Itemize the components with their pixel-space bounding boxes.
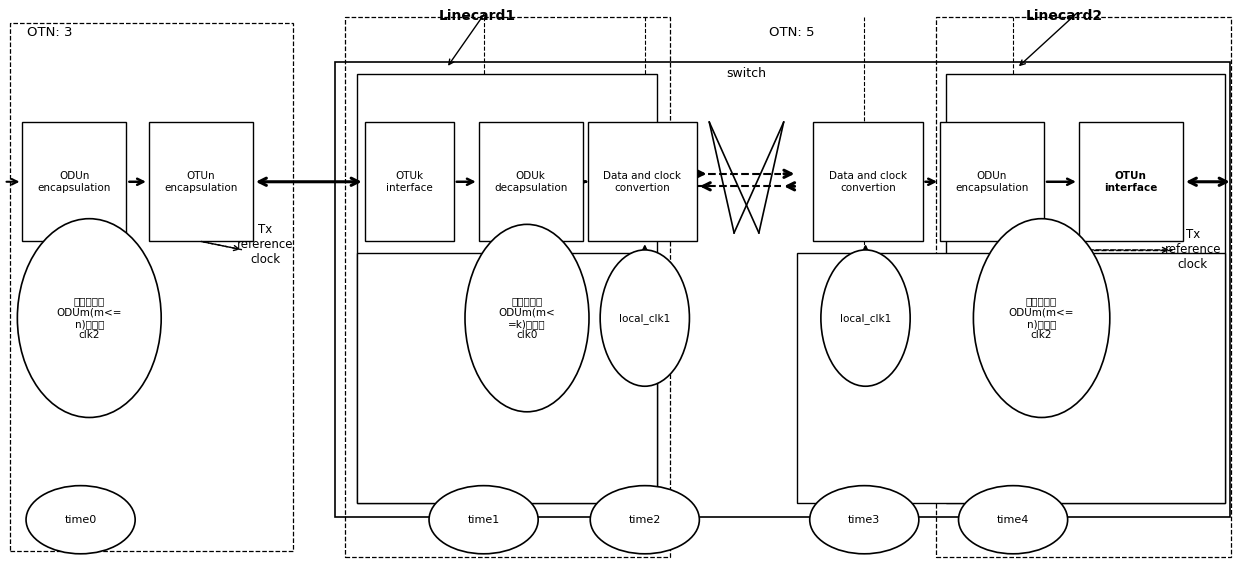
Text: 恢复出某路
ODUm(m<=
n)的时钟
clk2: 恢复出某路 ODUm(m<= n)的时钟 clk2 <box>1009 296 1074 340</box>
Text: time4: time4 <box>997 515 1029 525</box>
Polygon shape <box>149 122 253 241</box>
Text: OTUn
encapsulation: OTUn encapsulation <box>164 171 238 193</box>
Ellipse shape <box>973 219 1110 417</box>
Text: time3: time3 <box>848 515 880 525</box>
Ellipse shape <box>600 250 689 386</box>
Text: local_clk1: local_clk1 <box>839 312 892 324</box>
Polygon shape <box>365 122 454 241</box>
Text: OTN: 5: OTN: 5 <box>769 26 815 39</box>
Text: OTUk
interface: OTUk interface <box>386 171 433 193</box>
Text: ODUn
encapsulation: ODUn encapsulation <box>37 171 112 193</box>
Polygon shape <box>357 253 657 503</box>
Polygon shape <box>335 62 1230 517</box>
Text: Tx
reference
clock: Tx reference clock <box>1164 228 1221 272</box>
Text: Linecard2: Linecard2 <box>1025 9 1102 23</box>
Text: ODUn
encapsulation: ODUn encapsulation <box>955 171 1029 193</box>
Polygon shape <box>479 122 583 241</box>
Polygon shape <box>940 122 1044 241</box>
Ellipse shape <box>590 486 699 554</box>
Polygon shape <box>1079 122 1183 241</box>
Text: Tx
reference
clock: Tx reference clock <box>237 223 294 266</box>
Text: 恢复出某路
ODUm(m<=
n)的时钟
clk2: 恢复出某路 ODUm(m<= n)的时钟 clk2 <box>57 296 122 340</box>
Polygon shape <box>588 122 697 241</box>
Text: Data and clock
convertion: Data and clock convertion <box>830 171 906 193</box>
Ellipse shape <box>429 486 538 554</box>
Ellipse shape <box>17 219 161 417</box>
Text: 恢复出某路
ODUm(m<
=k)的时钟
clk0: 恢复出某路 ODUm(m< =k)的时钟 clk0 <box>498 296 556 340</box>
Ellipse shape <box>959 486 1068 554</box>
Text: time1: time1 <box>467 515 500 525</box>
Polygon shape <box>357 74 657 503</box>
Polygon shape <box>813 122 923 241</box>
Text: OTUn
interface: OTUn interface <box>1104 171 1158 193</box>
Text: ODUk
decapsulation: ODUk decapsulation <box>494 171 568 193</box>
Text: time2: time2 <box>629 515 661 525</box>
Ellipse shape <box>810 486 919 554</box>
Ellipse shape <box>465 224 589 412</box>
Text: Data and clock
convertion: Data and clock convertion <box>604 171 681 193</box>
Text: Linecard1: Linecard1 <box>439 9 516 23</box>
Text: time0: time0 <box>64 515 97 525</box>
Text: local_clk1: local_clk1 <box>619 312 671 324</box>
Ellipse shape <box>821 250 910 386</box>
Polygon shape <box>797 253 1225 503</box>
Polygon shape <box>946 74 1225 503</box>
Ellipse shape <box>26 486 135 554</box>
Text: OTN: 3: OTN: 3 <box>27 26 73 39</box>
Polygon shape <box>22 122 126 241</box>
Text: switch: switch <box>727 68 766 80</box>
